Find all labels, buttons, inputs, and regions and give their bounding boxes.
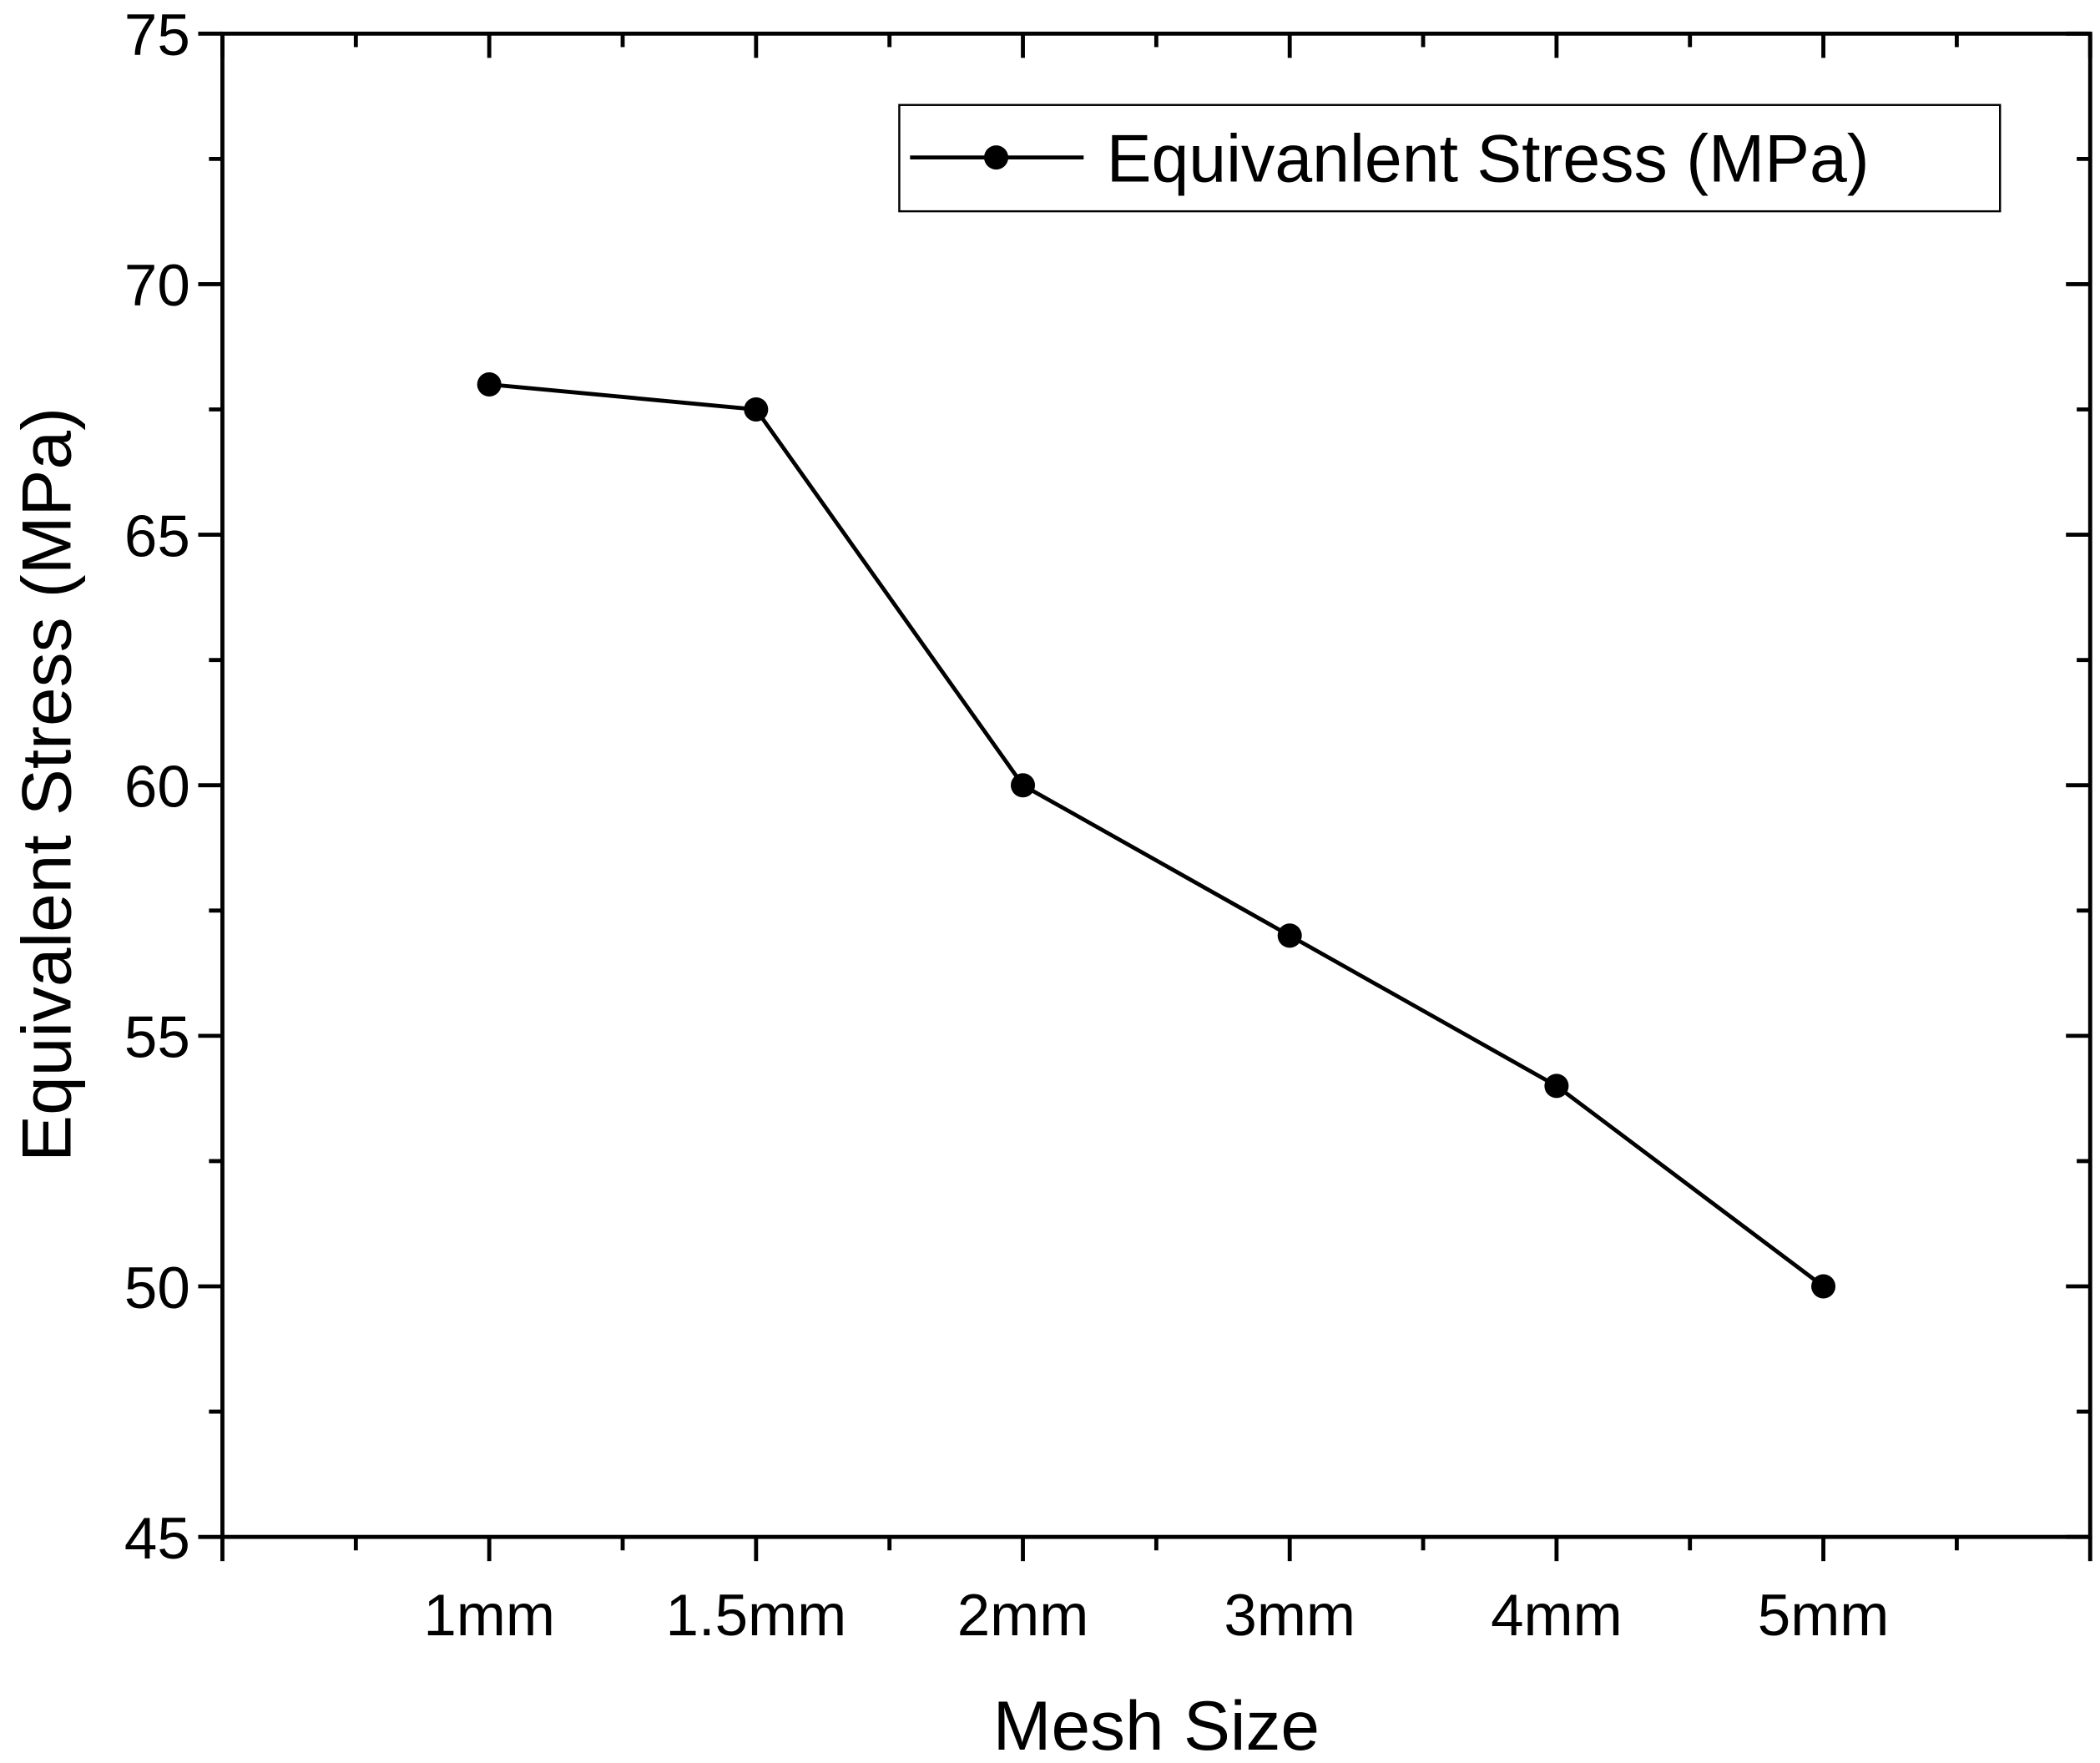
- y-tick-label: 45: [124, 1506, 190, 1572]
- x-tick-label: 3mm: [1224, 1583, 1355, 1649]
- y-tick-label: 55: [124, 1005, 190, 1071]
- x-tick-label: 1mm: [423, 1583, 555, 1649]
- x-tick-label: 5mm: [1758, 1583, 1890, 1649]
- x-axis-title: Mesh Size: [993, 1686, 1320, 1763]
- y-tick-label: 70: [124, 253, 190, 319]
- y-tick-label: 60: [124, 755, 190, 821]
- legend-marker: [984, 145, 1009, 170]
- legend-label: Equivanlent Stress (MPa): [1107, 122, 1870, 197]
- data-point: [477, 371, 502, 397]
- y-tick-label: 50: [124, 1255, 190, 1321]
- data-point: [1277, 923, 1302, 948]
- legend: Equivanlent Stress (MPa): [898, 104, 2002, 213]
- series-line: [488, 382, 1825, 1288]
- data-point: [1811, 1274, 1836, 1299]
- x-tick-label: 4mm: [1491, 1583, 1623, 1649]
- data-point: [1544, 1073, 1569, 1099]
- x-tick-label: 2mm: [957, 1583, 1089, 1649]
- y-tick-label: 65: [124, 503, 190, 569]
- y-tick-label: 75: [124, 3, 190, 68]
- y-axis-title: Equivalent Stress (MPa): [7, 407, 85, 1162]
- plot-frame: [220, 31, 2092, 1539]
- data-point: [1011, 773, 1036, 798]
- x-tick-label: 1.5mm: [665, 1583, 846, 1649]
- data-point: [744, 397, 769, 422]
